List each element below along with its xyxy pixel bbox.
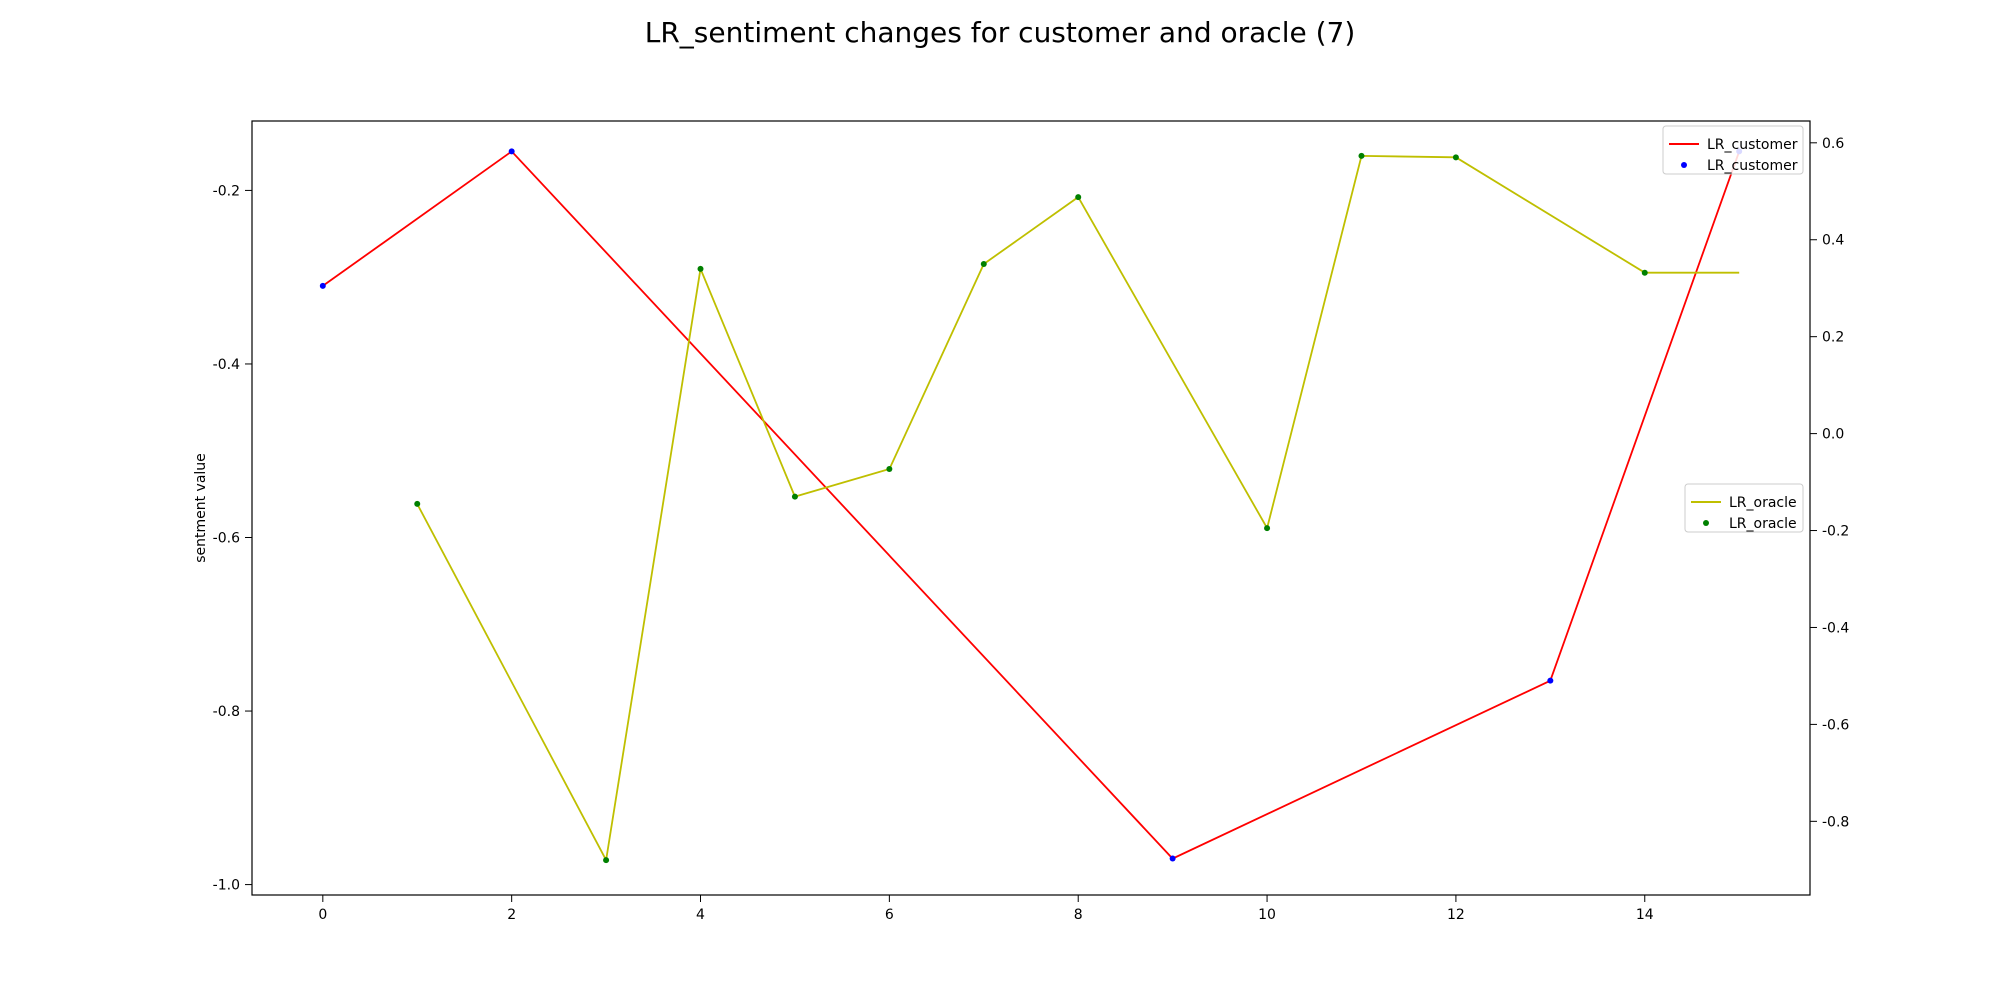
y-left-tick-label: -0.2 [213,183,240,199]
y-right-tick-label: -0.2 [1822,524,1849,540]
lr-customer-line [322,150,1741,860]
legend-oracle: LR_oracle LR_oracle [1684,483,1804,533]
x-tick-label: 0 [318,907,327,923]
y-right-tick-label: -0.8 [1822,814,1849,830]
lr-oracle-point [1641,269,1648,276]
y-right-tick-label: 0.4 [1822,233,1844,249]
lr-oracle-point [980,260,987,267]
y-right-tick-label: 0.2 [1822,330,1844,346]
y-axis-label: sentment value [193,453,209,563]
lr-customer-point [319,282,326,289]
lr-customer-point [1547,677,1554,684]
legend-marker-swatch [1681,162,1687,168]
lr-oracle-point [1264,525,1271,532]
plot-frame [251,120,1811,896]
legend-label: LR_oracle [1729,516,1797,532]
x-tick-label: 6 [885,907,894,923]
legend-label: LR_customer [1707,137,1798,153]
lr-oracle-point [414,500,421,507]
y-right-tick-label: -0.6 [1822,717,1849,733]
legend-label: LR_customer [1707,158,1798,174]
lr-oracle-line [416,154,1740,863]
x-tick-label: 14 [1636,907,1654,923]
x-tick-label: 12 [1447,907,1465,923]
legend-box [1684,483,1804,533]
y-right-tick-label: 0.6 [1822,136,1844,152]
plot-area [319,148,1743,864]
lr-oracle-point [1358,152,1365,159]
x-axis: 0 2 4 6 8 10 12 14 [318,895,1654,923]
x-tick-label: 8 [1074,907,1083,923]
y-axis-left: -1.0 -0.8 -0.6 -0.4 -0.2 [213,183,252,894]
lr-oracle-point [697,265,704,272]
x-tick-label: 2 [507,907,516,923]
y-left-tick-label: -0.4 [213,357,240,373]
x-tick-label: 4 [696,907,705,923]
y-right-tick-label: -0.4 [1822,620,1849,636]
legend-box [1662,125,1804,175]
legend-label: LR_oracle [1729,495,1797,511]
chart-title: LR_sentiment changes for customer and or… [645,16,1356,49]
legend-marker-swatch [1703,520,1709,526]
x-tick-label: 10 [1258,907,1276,923]
lr-oracle-point [886,465,893,472]
legend-customer: LR_customer LR_customer [1662,125,1804,175]
y-left-tick-label: -0.8 [213,704,240,720]
y-right-tick-label: 0.0 [1822,427,1844,443]
lr-oracle-point [603,857,610,864]
lr-customer-point [1169,855,1176,862]
y-left-tick-label: -1.0 [213,878,240,894]
y-left-tick-label: -0.6 [213,531,240,547]
lr-oracle-point [1452,154,1459,161]
y-axis-right: -0.8 -0.6 -0.4 -0.2 0.0 0.2 0.4 0.6 [1810,136,1849,830]
lr-oracle-point [1075,194,1082,201]
lr-oracle-point [791,493,798,500]
lr-customer-point [508,148,515,155]
